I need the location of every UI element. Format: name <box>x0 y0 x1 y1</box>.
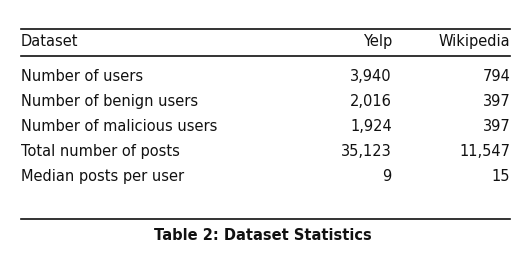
Text: Number of malicious users: Number of malicious users <box>21 119 217 134</box>
Text: 9: 9 <box>382 169 392 184</box>
Text: 15: 15 <box>492 169 510 184</box>
Text: 1,924: 1,924 <box>350 119 392 134</box>
Text: 11,547: 11,547 <box>459 144 510 159</box>
Text: 794: 794 <box>482 69 510 84</box>
Text: Table 2: Dataset Statistics: Table 2: Dataset Statistics <box>154 228 372 243</box>
Text: Total number of posts: Total number of posts <box>21 144 180 159</box>
Text: Yelp: Yelp <box>362 34 392 49</box>
Text: Number of users: Number of users <box>21 69 143 84</box>
Text: Number of benign users: Number of benign users <box>21 94 198 109</box>
Text: Dataset: Dataset <box>21 34 78 49</box>
Text: 397: 397 <box>482 94 510 109</box>
Text: 3,940: 3,940 <box>350 69 392 84</box>
Text: Wikipedia: Wikipedia <box>439 34 510 49</box>
Text: 2,016: 2,016 <box>350 94 392 109</box>
Text: 397: 397 <box>482 119 510 134</box>
Text: 35,123: 35,123 <box>341 144 392 159</box>
Text: Median posts per user: Median posts per user <box>21 169 184 184</box>
